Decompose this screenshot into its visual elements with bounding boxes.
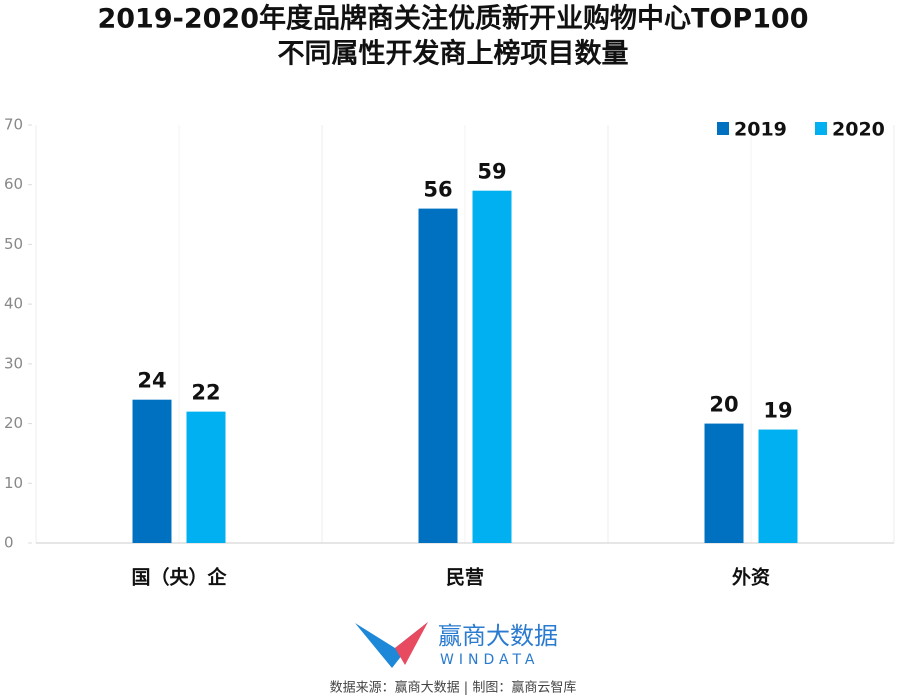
bar <box>418 208 458 543</box>
y-tick-label: 60 <box>4 175 23 193</box>
y-tick-label: 40 <box>4 295 23 313</box>
bar <box>758 429 798 543</box>
source: 数据来源：赢商大数据 | 制图：赢商云智库 <box>330 680 577 696</box>
legend-swatch <box>717 122 729 135</box>
logo-icon-accent <box>395 622 428 665</box>
bar <box>132 399 172 543</box>
legend-label: 2019 <box>734 119 787 141</box>
y-tick-label: 0 <box>4 534 14 552</box>
value-label: 22 <box>191 381 220 405</box>
value-label: 59 <box>477 160 506 184</box>
logo-name: 赢商大数据 <box>438 622 558 650</box>
y-tick-label: 70 <box>4 116 23 134</box>
y-tick-label: 10 <box>4 474 23 492</box>
y-tick-label: 30 <box>4 354 23 372</box>
chart-subtitle: 不同属性开发商上榜项目数量 <box>278 38 629 70</box>
value-label: 56 <box>423 178 452 202</box>
value-label: 24 <box>137 369 166 393</box>
y-tick-label: 20 <box>4 414 23 432</box>
y-tick-label: 50 <box>4 235 23 253</box>
legend-label: 2020 <box>832 119 885 141</box>
logo-icon <box>355 622 428 668</box>
bar <box>704 423 744 543</box>
bar <box>186 411 226 543</box>
x-tick-label: 外资 <box>732 566 770 589</box>
x-tick-label: 国（央）企 <box>131 566 227 589</box>
value-label: 20 <box>709 393 738 417</box>
value-label: 19 <box>763 399 792 423</box>
chart-title: 2019-2020年度品牌商关注优质新开业购物中心TOP100 <box>97 3 808 35</box>
legend-swatch <box>815 122 827 135</box>
logo: 赢商大数据 WINDATA <box>355 622 558 668</box>
logo-sub: WINDATA <box>440 652 540 668</box>
x-tick-label: 民营 <box>446 566 484 589</box>
bar <box>472 190 512 543</box>
